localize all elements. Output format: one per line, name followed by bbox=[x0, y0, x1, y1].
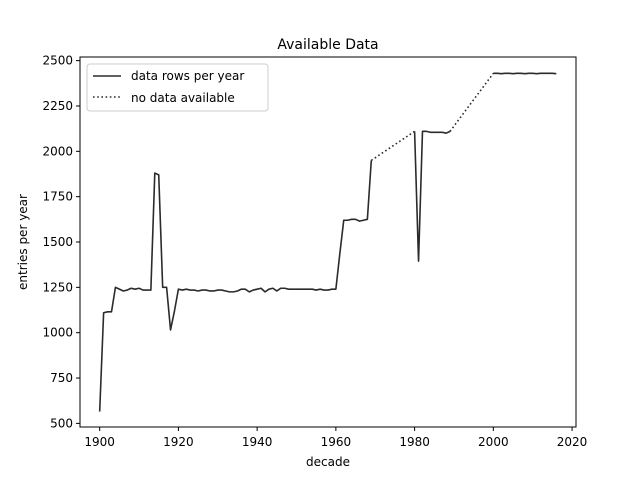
y-tick-label: 1250 bbox=[42, 280, 73, 294]
legend-box bbox=[86, 63, 269, 112]
chart-title: Available Data bbox=[277, 37, 378, 53]
x-tick-label: 1900 bbox=[84, 435, 115, 449]
y-axis-label: entries per year bbox=[16, 194, 30, 290]
legend-label-data-rows: data rows per year bbox=[131, 69, 244, 83]
no-data-gap-line-0 bbox=[370, 130, 416, 162]
y-tick-label: 1500 bbox=[42, 235, 73, 249]
legend: data rows per year no data available bbox=[86, 63, 269, 112]
y-tick-label: 1000 bbox=[42, 326, 73, 340]
y-tick-label: 1750 bbox=[42, 190, 73, 204]
x-tick-label: 2000 bbox=[478, 435, 509, 449]
y-tick-label: 500 bbox=[50, 416, 73, 430]
no-data-gap-line-1 bbox=[449, 72, 494, 132]
plot-data bbox=[98, 72, 557, 412]
data-rows-line-0 bbox=[98, 160, 373, 412]
x-tick-label: 1960 bbox=[321, 435, 352, 449]
axis-ticks: 1900 1920 1940 1960 1980 2000 2020 500 750 1000 12… bbox=[42, 54, 587, 449]
y-tick-label: 2500 bbox=[42, 54, 73, 68]
plot-frame bbox=[79, 56, 577, 428]
x-tick-label: 1940 bbox=[242, 435, 273, 449]
y-tick-label: 750 bbox=[50, 371, 73, 385]
legend-label-no-data: no data available bbox=[131, 91, 235, 105]
y-tick-label: 2000 bbox=[42, 144, 73, 158]
x-tick-label: 2020 bbox=[557, 435, 588, 449]
x-tick-label: 1920 bbox=[163, 435, 194, 449]
y-tick-label: 2250 bbox=[42, 99, 73, 113]
x-axis-label: decade bbox=[306, 455, 350, 469]
data-rows-line-1 bbox=[413, 130, 451, 262]
x-tick-label: 1980 bbox=[399, 435, 430, 449]
